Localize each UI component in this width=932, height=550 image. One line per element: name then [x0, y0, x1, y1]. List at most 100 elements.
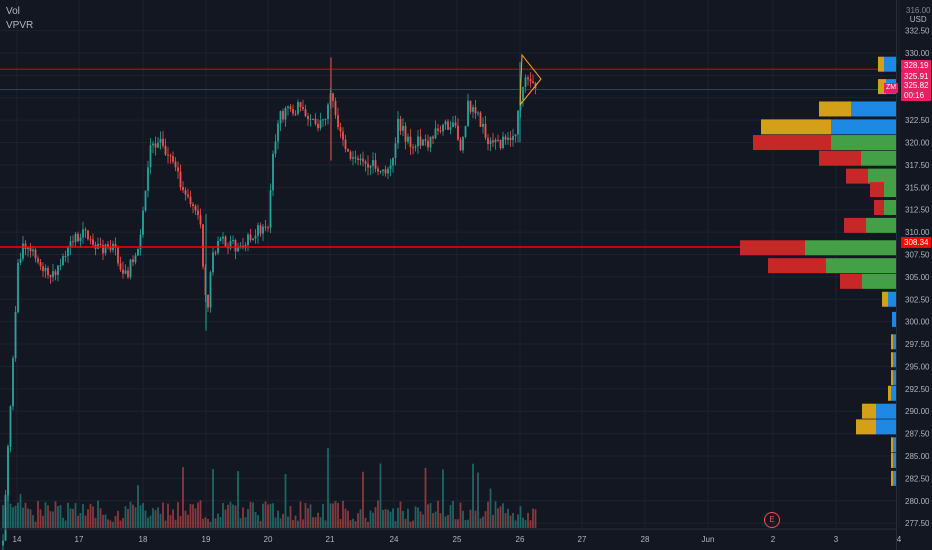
volume-bar	[342, 500, 344, 528]
candle-body	[357, 158, 359, 160]
price-tick-label: 290.00	[905, 407, 930, 416]
candle-body	[512, 136, 514, 141]
candle-body	[89, 239, 92, 241]
volume-bar	[119, 520, 122, 528]
candle-body	[482, 123, 484, 127]
candle-body	[529, 79, 532, 82]
candle-body	[182, 187, 184, 191]
volume-bar	[312, 517, 314, 528]
volume-bar	[222, 503, 224, 528]
volume-bar	[167, 503, 169, 528]
candle-body	[172, 156, 174, 162]
volume-bar	[409, 521, 412, 528]
candle-body	[409, 136, 412, 148]
volume-bar	[307, 508, 309, 528]
candle-body	[202, 224, 204, 267]
candle-body	[137, 249, 139, 256]
candle-body	[264, 226, 267, 228]
volume-bar	[102, 514, 104, 528]
time-tick-label: 4	[897, 535, 902, 544]
volume-bar	[467, 519, 469, 528]
vpvr-bar-buy	[893, 470, 896, 486]
volume-bar	[59, 505, 62, 528]
volume-bar	[187, 514, 189, 528]
volume-bars	[2, 445, 537, 528]
volume-bar	[24, 502, 27, 528]
vpvr-bar-buy	[891, 385, 896, 401]
candle-body	[42, 266, 44, 272]
vpvr-bar-buy	[851, 101, 896, 117]
volume-bar	[37, 500, 39, 528]
volume-bar	[464, 520, 467, 528]
candle-body	[192, 204, 194, 206]
volume-bar	[362, 471, 364, 528]
candle-body	[219, 238, 222, 241]
candle-body	[324, 119, 327, 121]
earnings-marker[interactable]: E	[764, 512, 780, 528]
volume-bar	[279, 518, 282, 528]
volume-bar	[67, 502, 69, 528]
volume-bar	[189, 503, 192, 528]
candle-body	[404, 125, 407, 142]
volume-bar	[274, 517, 277, 528]
candle-body	[109, 247, 112, 251]
volume-bar	[482, 516, 484, 528]
volume-bar	[257, 515, 259, 528]
candle-body	[197, 210, 199, 216]
volume-bar	[497, 508, 499, 528]
vpvr-bar-buy	[893, 370, 896, 386]
candle-body	[29, 247, 32, 252]
candle-body	[272, 153, 274, 191]
volume-bar	[387, 509, 389, 528]
vpvr-bar-buy	[884, 56, 896, 72]
vpvr-bar-buy	[893, 437, 896, 453]
candle-body	[312, 118, 314, 120]
candle-body	[317, 123, 319, 129]
candle-body	[269, 190, 272, 228]
volume-bar	[2, 505, 4, 528]
volume-bar	[379, 463, 382, 528]
candle-body	[302, 106, 304, 110]
price-tick-label: 297.50	[905, 340, 930, 349]
candle-body	[114, 243, 117, 248]
price-tick-label: 285.00	[905, 452, 930, 461]
volume-bar	[132, 504, 134, 528]
volume-bar	[19, 493, 22, 528]
vpvr-bar-sell	[846, 168, 868, 184]
vpvr-bar-sell	[862, 403, 876, 419]
volume-bar	[179, 515, 182, 528]
volume-bar	[369, 510, 372, 528]
volume-bar	[354, 521, 357, 528]
bar-timer: 00:16	[904, 91, 925, 100]
volume-bar	[509, 515, 512, 528]
volume-bar	[214, 518, 217, 528]
vpvr-bar-buy	[868, 168, 896, 184]
volume-indicator-label[interactable]: Vol	[6, 6, 20, 17]
vpvr-indicator-label[interactable]: VPVR	[6, 20, 34, 31]
candle-body	[64, 255, 67, 257]
vpvr-bar-sell	[844, 217, 866, 233]
vpvr-bar-sell	[874, 199, 884, 215]
candle-body	[362, 158, 364, 162]
vpvr-bar-buy	[893, 334, 896, 350]
volume-bar	[479, 518, 482, 528]
volume-bar	[112, 521, 114, 528]
volume-bar	[317, 512, 319, 528]
volume-bar	[212, 469, 214, 528]
candle-body	[447, 121, 449, 130]
candle-body	[224, 236, 227, 247]
candle-body	[402, 125, 404, 131]
volume-bar	[219, 517, 222, 528]
time-axis: 14 17 18 19 20 21 24 25 26 27 28 Jun 2 3 4	[0, 528, 902, 544]
candle-body	[494, 139, 497, 143]
candle-body	[22, 243, 24, 259]
candle-body	[452, 122, 454, 128]
volume-bar	[169, 515, 172, 528]
candle-body	[254, 235, 257, 239]
candle-body	[12, 358, 14, 407]
volume-bar	[64, 520, 67, 528]
candle-body	[389, 165, 392, 169]
candle-body	[2, 540, 4, 546]
candle-body	[307, 116, 309, 120]
